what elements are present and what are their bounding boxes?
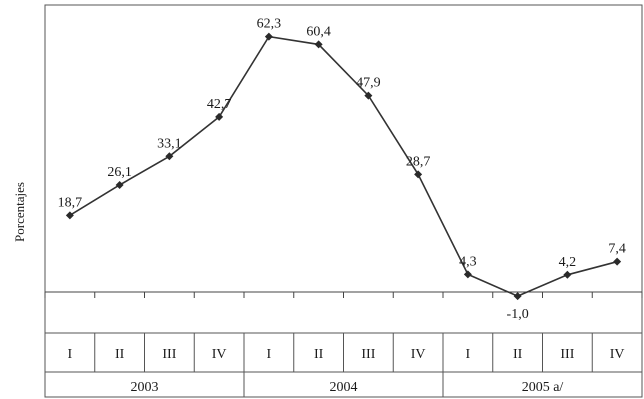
year-label: 2005 a/ [522, 380, 564, 395]
category-dividers [94, 333, 593, 372]
data-markers [65, 32, 622, 301]
x-tick-label: I [466, 347, 471, 362]
data-label: 62,3 [257, 17, 282, 32]
data-point [65, 211, 74, 220]
year-labels: 2003 2004 2005 a/ [131, 380, 564, 395]
x-tick-labels: I II III IV I II III IV I II III IV [68, 347, 625, 362]
data-label: 4,3 [459, 254, 477, 269]
data-point [563, 270, 572, 279]
data-label: 28,7 [406, 154, 431, 169]
data-point [513, 292, 522, 301]
data-label: 26,1 [107, 165, 132, 180]
plot-frame [44, 4, 643, 398]
y-axis-label: Porcentajes [12, 182, 27, 242]
zero-line-ticks [44, 292, 643, 298]
x-tick-label: IV [212, 347, 227, 362]
x-tick-label: II [513, 347, 523, 362]
year-dividers [243, 372, 444, 397]
data-point [215, 112, 224, 121]
data-point [314, 40, 323, 49]
x-tick-label: IV [610, 347, 625, 362]
x-tick-label: II [314, 347, 324, 362]
x-tick-label: II [115, 347, 125, 362]
x-tick-label: III [361, 347, 375, 362]
data-point [463, 270, 472, 279]
x-tick-label: IV [411, 347, 426, 362]
x-tick-label: I [68, 347, 73, 362]
data-labels: 18,7 26,1 33,1 42,7 62,3 60,4 47,9 28,7 4,3 -1,0 4… [58, 17, 626, 323]
series-line [69, 35, 618, 297]
data-point [165, 152, 174, 161]
data-point [264, 32, 273, 41]
x-tick-label: III [560, 347, 574, 362]
data-point [115, 180, 124, 189]
data-label: 18,7 [58, 195, 83, 210]
data-label: 4,2 [559, 255, 577, 270]
year-label: 2004 [330, 380, 358, 395]
x-tick-label: III [162, 347, 176, 362]
data-label: -1,0 [507, 307, 529, 322]
data-point [613, 257, 622, 266]
data-label: 42,7 [207, 97, 232, 112]
data-label: 60,4 [306, 24, 331, 39]
data-label: 7,4 [608, 242, 626, 257]
data-point [364, 91, 373, 100]
x-tick-label: I [267, 347, 272, 362]
data-label: 33,1 [157, 136, 182, 151]
year-label: 2003 [131, 380, 159, 395]
data-label: 47,9 [356, 76, 381, 91]
data-point [414, 170, 423, 179]
